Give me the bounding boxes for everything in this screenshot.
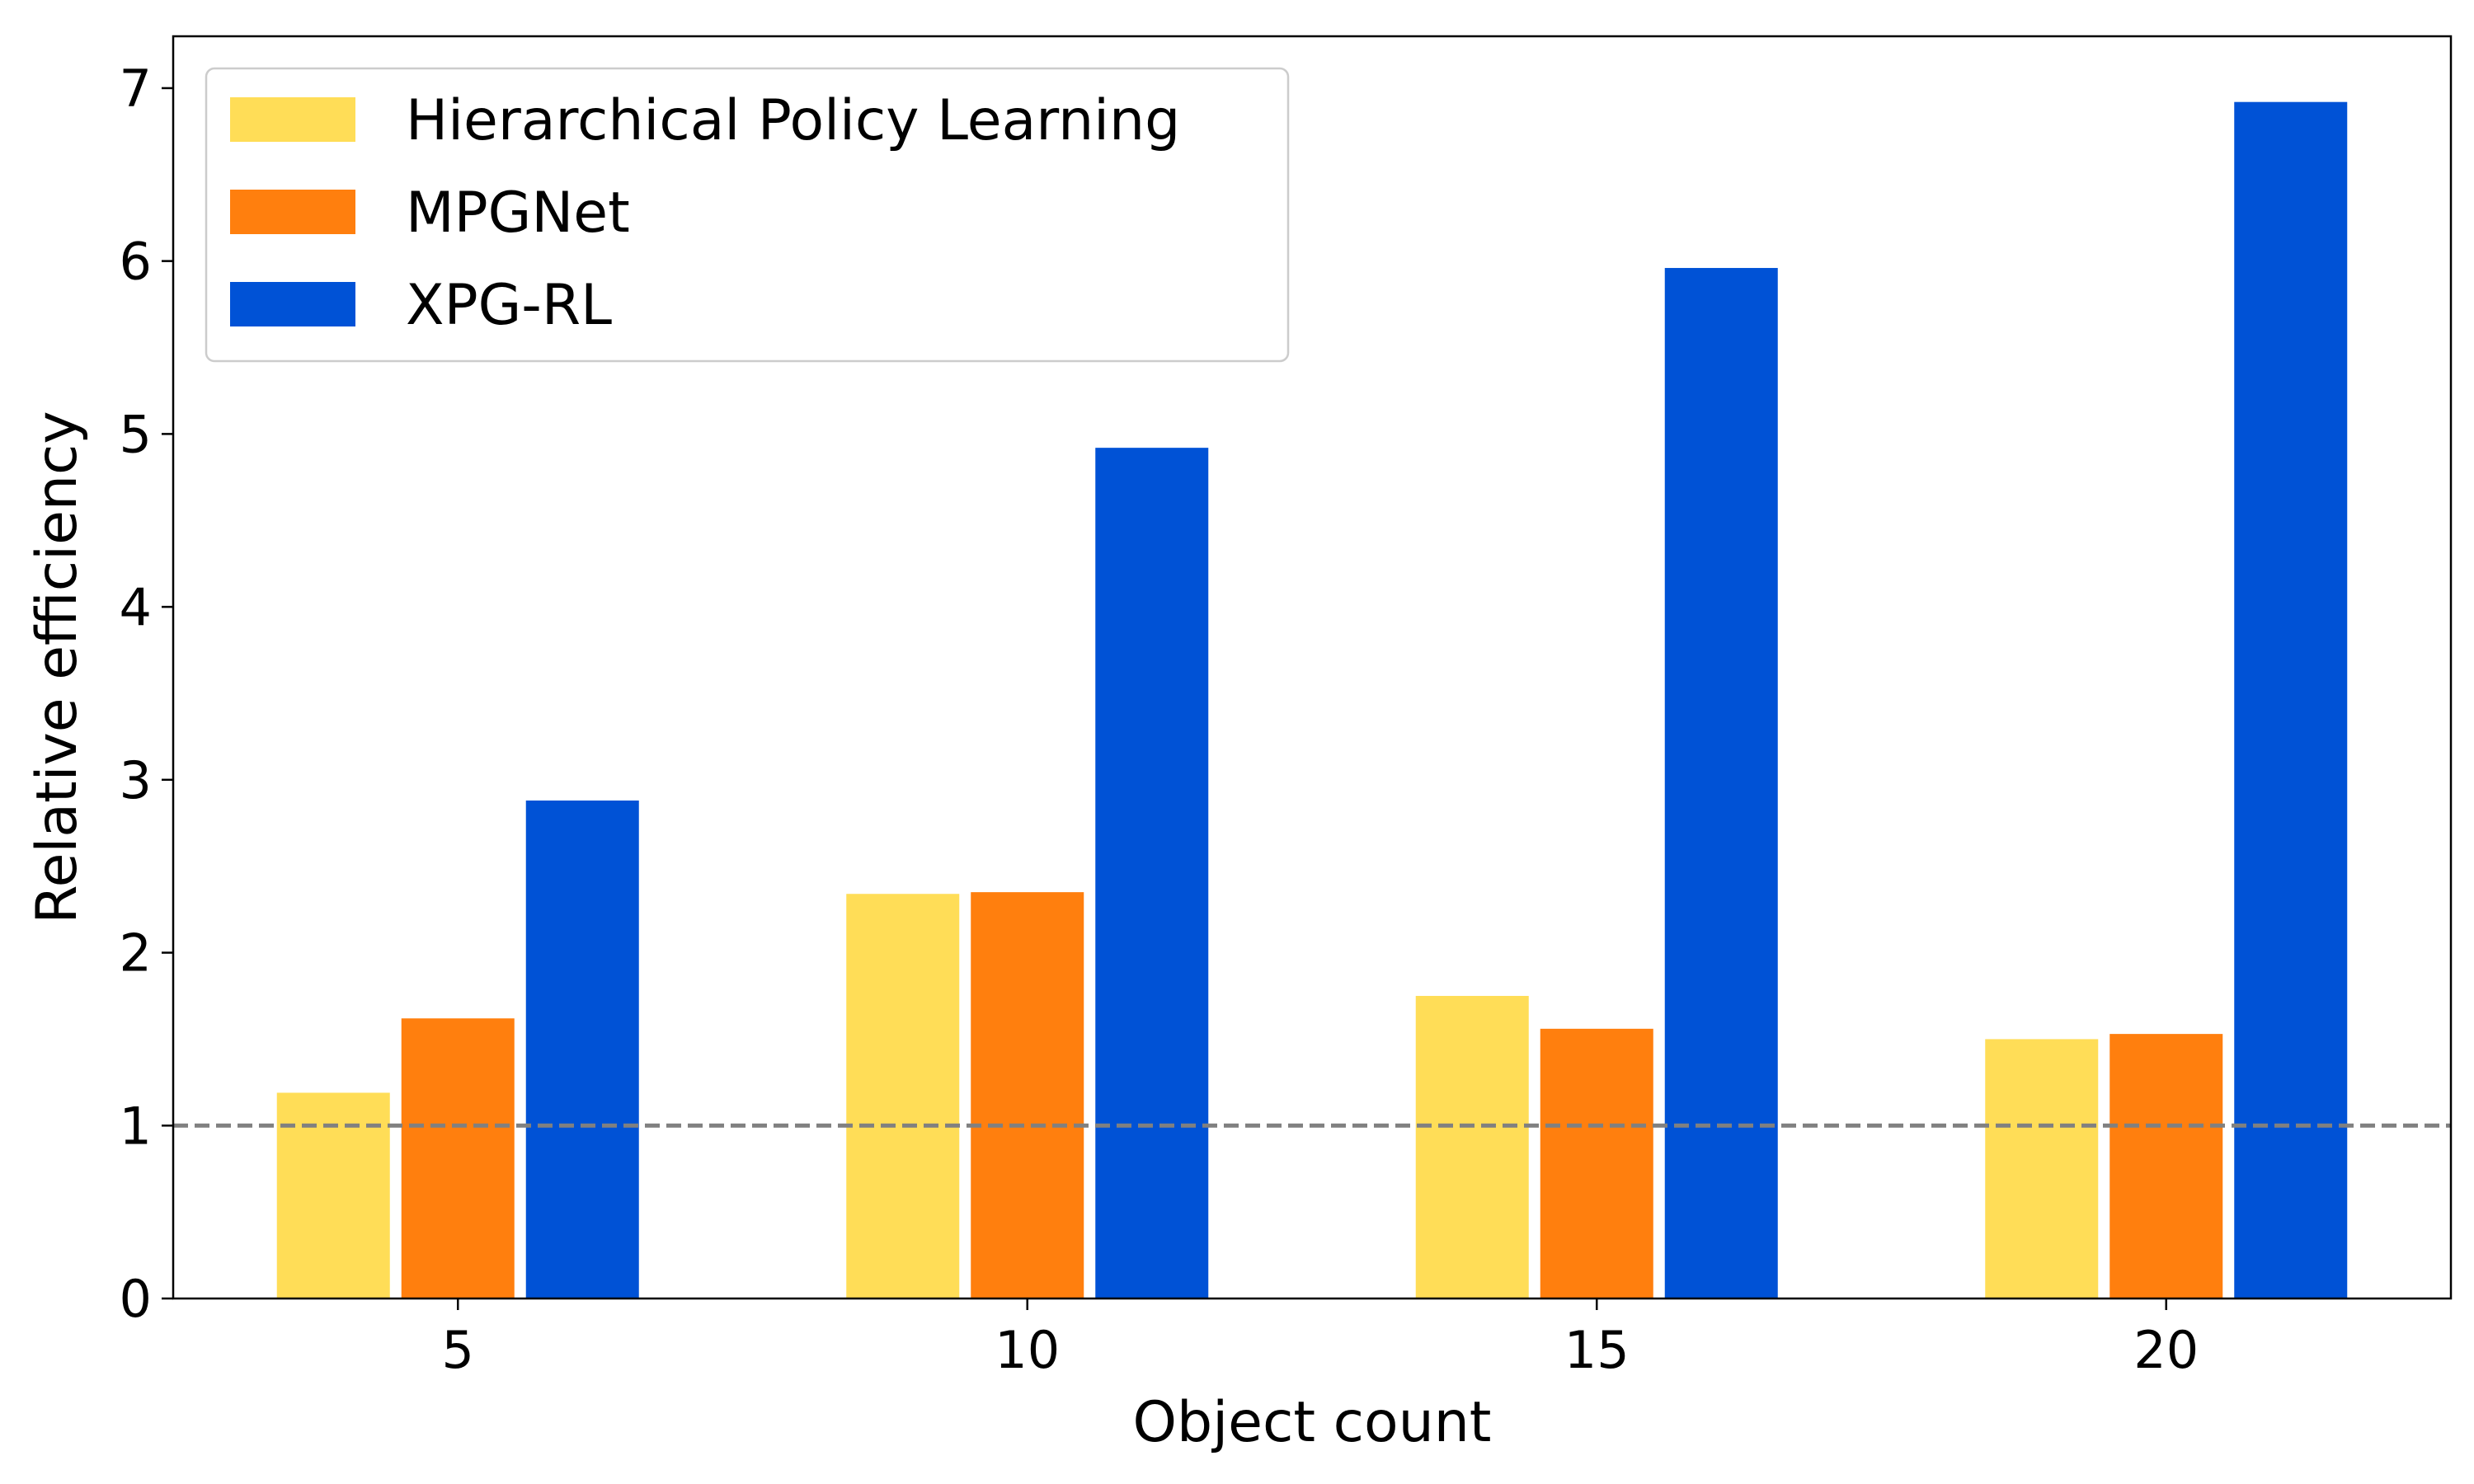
y-tick-label-7: 7 bbox=[120, 59, 152, 119]
y-tick-label-6: 6 bbox=[120, 232, 152, 292]
bar-mpgnet-20 bbox=[2109, 1034, 2223, 1298]
x-tick-label-5: 5 bbox=[442, 1320, 474, 1380]
x-tick-label-20: 20 bbox=[2133, 1320, 2199, 1380]
x-tick-label-15: 15 bbox=[1564, 1320, 1630, 1380]
y-axis-title: Relative efficiency bbox=[25, 411, 90, 923]
x-axis-title: Object count bbox=[1133, 1390, 1492, 1455]
bar-hierarchical-policy-learning-15 bbox=[1415, 995, 1529, 1298]
y-axis: 0 1 2 3 4 5 6 7 bbox=[120, 59, 173, 1329]
legend-label-mpgnet: MPGNet bbox=[406, 181, 630, 246]
y-tick-label-3: 3 bbox=[120, 750, 152, 810]
bar-mpgnet-15 bbox=[1540, 1028, 1653, 1298]
legend-box bbox=[205, 67, 1290, 363]
y-tick-label-5: 5 bbox=[120, 404, 152, 464]
y-tick-label-0: 0 bbox=[120, 1269, 152, 1329]
y-tick-label-1: 1 bbox=[120, 1096, 152, 1156]
legend-swatch-hierarchical-policy-learning bbox=[230, 97, 355, 142]
legend-swatch-mpgnet bbox=[230, 190, 355, 234]
bar-mpgnet-5 bbox=[401, 1018, 515, 1298]
legend-swatch-xpg-rl bbox=[230, 282, 355, 326]
bar-xpg-rl-15 bbox=[1664, 268, 1778, 1299]
bar-xpg-rl-20 bbox=[2234, 101, 2348, 1298]
bar-xpg-rl-5 bbox=[525, 800, 639, 1298]
legend: Hierarchical Policy Learning MPGNet XPG-RL bbox=[205, 67, 1290, 363]
y-tick-label-4: 4 bbox=[120, 577, 152, 637]
bar-hierarchical-policy-learning-10 bbox=[846, 894, 960, 1298]
y-tick-label-2: 2 bbox=[120, 923, 152, 984]
bar-xpg-rl-10 bbox=[1095, 448, 1209, 1298]
plot-frame bbox=[172, 35, 2453, 1300]
bar-mpgnet-10 bbox=[971, 892, 1084, 1298]
bar-hierarchical-policy-learning-20 bbox=[1985, 1039, 2099, 1298]
legend-label-hierarchical-policy-learning: Hierarchical Policy Learning bbox=[406, 88, 1180, 153]
legend-label-xpg-rl: XPG-RL bbox=[406, 273, 612, 338]
x-tick-label-10: 10 bbox=[995, 1320, 1060, 1380]
x-axis: 5 10 15 20 bbox=[442, 1298, 2199, 1380]
